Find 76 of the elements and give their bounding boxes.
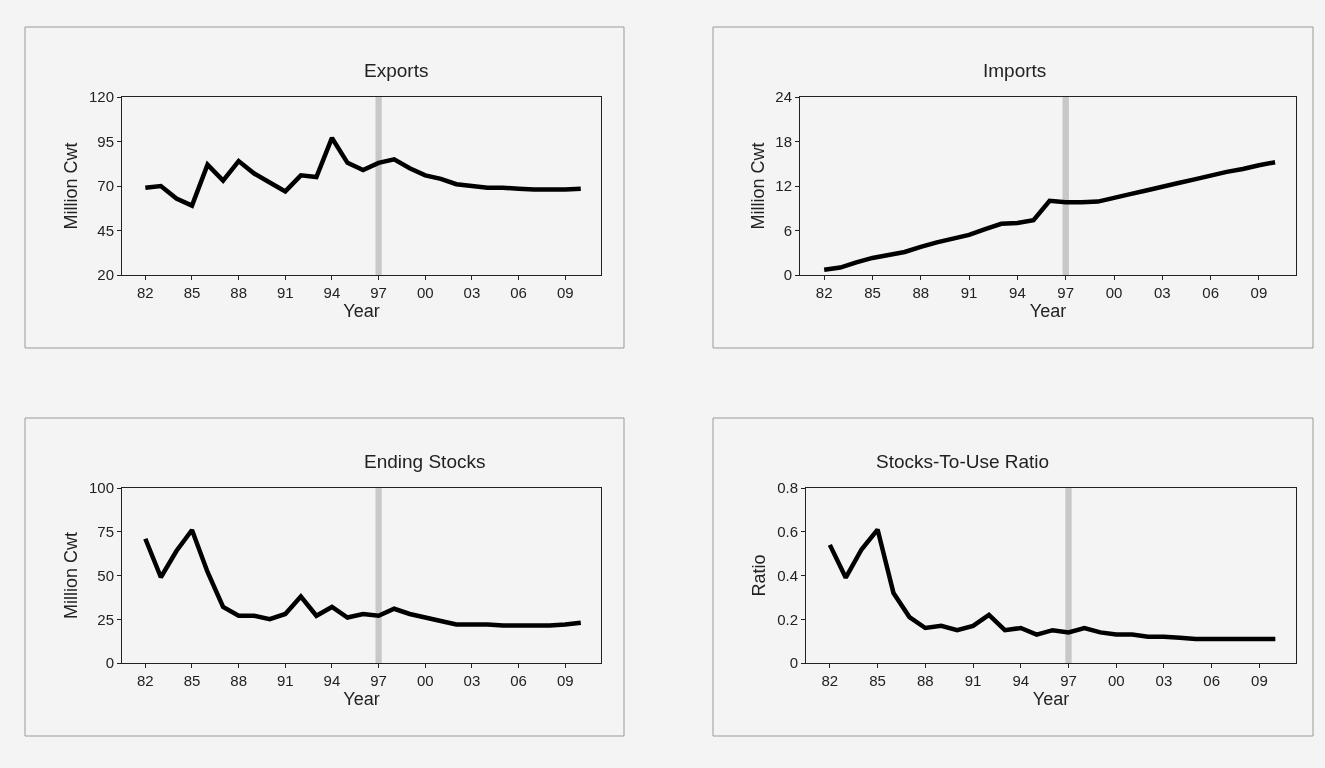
y-tick-label: 50 (97, 566, 114, 584)
x-tick-label: 85 (183, 284, 201, 301)
x-tick-label: 09 (1251, 672, 1268, 689)
y-tick-label: 100 (88, 479, 114, 497)
x-tick-label: 06 (1203, 672, 1221, 689)
y-tick-label: 95 (97, 132, 114, 150)
x-tick-label: 03 (1155, 672, 1173, 689)
y-axis-title: Million Cwt (61, 142, 82, 230)
y-tick-label: 24 (775, 88, 792, 106)
y-tick-label: 0.2 (777, 610, 798, 628)
x-tick-label: 94 (323, 284, 341, 301)
y-tick-label: 70 (97, 177, 114, 195)
x-tick-label: 03 (1154, 284, 1171, 301)
y-tick-label: 0.8 (777, 479, 798, 497)
y-tick-label: 120 (88, 88, 114, 106)
line-series (827, 527, 1278, 642)
x-tick-label: 97 (1060, 672, 1077, 689)
x-tick-label: 88 (916, 672, 934, 689)
x-tick-label: 97 (1057, 284, 1075, 301)
y-tick-label: 18 (775, 132, 792, 150)
x-tick-label: 06 (510, 284, 527, 301)
y-axis-title: Million Cwt (61, 531, 82, 620)
y-tick-label: 0.6 (777, 523, 798, 540)
x-tick-label: 88 (230, 672, 247, 689)
x-tick-label: 82 (821, 672, 839, 689)
x-tick-label: 91 (276, 284, 294, 301)
x-tick-label: 91 (964, 672, 982, 689)
x-tick-label: 94 (1012, 672, 1030, 689)
chart-title: Ending Stocks (364, 451, 486, 472)
x-tick-label: 85 (869, 672, 886, 689)
x-tick-label: 91 (960, 284, 978, 301)
chart-title: Exports (364, 60, 429, 81)
x-tick-label: 09 (556, 284, 574, 301)
x-tick-label: 88 (230, 284, 247, 301)
x-tick-label: 00 (1105, 284, 1123, 301)
line-series (143, 527, 584, 628)
line-series (821, 160, 1278, 273)
x-tick-label: 00 (416, 284, 434, 301)
line-series (143, 135, 584, 208)
x-tick-label: 85 (183, 672, 201, 689)
y-tick-label: 25 (97, 610, 114, 628)
x-axis-title: Year (1029, 301, 1067, 321)
chart-title: Stocks-To-Use Ratio (876, 451, 1050, 472)
x-tick-label: 97 (370, 672, 387, 689)
x-axis-title: Year (1032, 689, 1070, 709)
y-tick-label: 0 (789, 654, 798, 672)
y-tick-label: 0.4 (777, 566, 798, 584)
x-tick-label: 82 (815, 284, 833, 301)
x-tick-label: 00 (1107, 672, 1125, 689)
x-axis-title: Year (343, 689, 380, 709)
x-tick-label: 03 (463, 672, 481, 689)
chart-title: Imports (983, 60, 1047, 81)
y-tick-label: 20 (97, 266, 114, 284)
y-tick-label: 75 (97, 523, 114, 540)
x-tick-label: 85 (864, 284, 881, 301)
x-tick-label: 00 (416, 672, 434, 689)
y-tick-label: 6 (783, 221, 792, 239)
x-tick-label: 06 (1202, 284, 1219, 301)
x-tick-label: 06 (510, 672, 527, 689)
x-tick-label: 09 (556, 672, 574, 689)
x-tick-label: 03 (463, 284, 481, 301)
y-tick-label: 0 (783, 266, 792, 284)
y-tick-label: 0 (105, 654, 114, 672)
y-axis-title: Million Cwt (747, 142, 768, 230)
x-tick-label: 97 (370, 284, 387, 301)
x-tick-label: 91 (276, 672, 294, 689)
x-tick-label: 09 (1250, 284, 1268, 301)
x-tick-label: 82 (136, 284, 154, 301)
x-tick-label: 82 (136, 672, 154, 689)
y-axis-title: Ratio (749, 554, 770, 597)
x-tick-label: 94 (1009, 284, 1026, 301)
x-tick-label: 88 (912, 284, 930, 301)
x-tick-label: 94 (323, 672, 341, 689)
x-axis-title: Year (343, 301, 380, 321)
y-tick-label: 12 (775, 177, 792, 195)
y-tick-label: 45 (97, 221, 114, 239)
